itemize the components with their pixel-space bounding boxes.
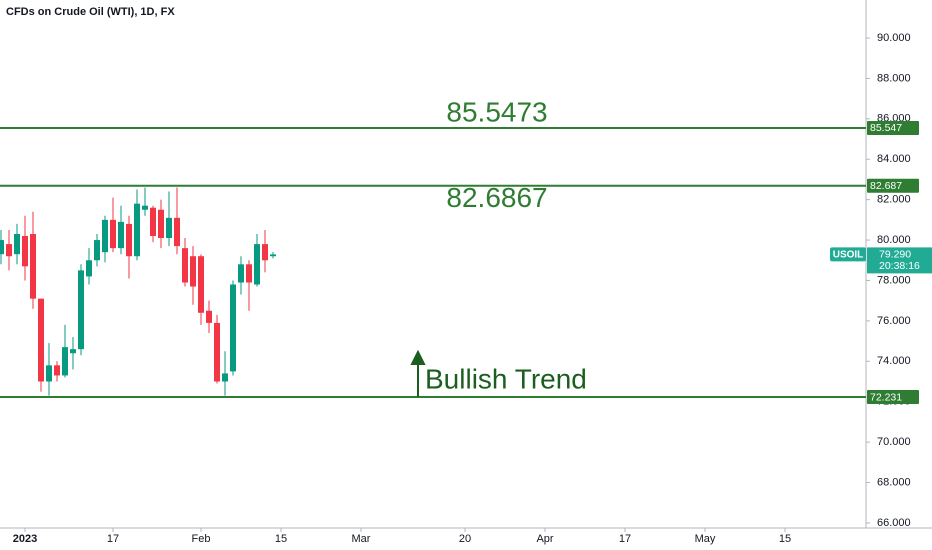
- candle-body: [78, 270, 84, 350]
- candle-body: [30, 233, 36, 299]
- candle-body: [166, 217, 172, 239]
- candle-body: [134, 203, 140, 257]
- candle-body: [198, 256, 204, 313]
- level-price-box: [867, 178, 919, 193]
- y-tick-label: 88.000: [877, 72, 911, 84]
- candle-body: [0, 240, 4, 255]
- x-tick-label: 17: [619, 533, 631, 545]
- candle-body: [22, 236, 28, 267]
- x-tick-label: Feb: [192, 533, 211, 545]
- candle-body: [206, 310, 212, 323]
- x-tick-label: Mar: [352, 533, 371, 545]
- candle-body: [62, 347, 68, 376]
- x-tick-label: Apr: [536, 533, 553, 545]
- x-tick-label: 15: [275, 533, 287, 545]
- candle-body: [270, 254, 276, 257]
- x-tick-label: 15: [779, 533, 791, 545]
- x-tick-label: 2023: [13, 533, 37, 545]
- candle-body: [46, 365, 52, 382]
- candle-body: [254, 244, 260, 285]
- y-tick-label: 70.000: [877, 436, 911, 448]
- candle-body: [6, 244, 12, 257]
- candle-body: [126, 223, 132, 257]
- y-tick-label: 66.000: [877, 517, 911, 529]
- trend-arrow: [410, 349, 426, 398]
- candle-body: [222, 373, 228, 382]
- candle-body: [102, 219, 108, 253]
- candle-body: [182, 248, 188, 283]
- level-price-box: [867, 120, 919, 135]
- candle-body: [158, 209, 164, 239]
- candle-body: [110, 219, 116, 249]
- candle-body: [150, 207, 156, 237]
- candle-body: [214, 322, 220, 382]
- y-tick-label: 76.000: [877, 315, 911, 327]
- last-price-box: [867, 247, 932, 274]
- candle-body: [38, 298, 44, 382]
- candle-body: [14, 233, 20, 255]
- candle-body: [238, 264, 244, 283]
- candle-body: [54, 365, 60, 376]
- x-tick-label: 17: [107, 533, 119, 545]
- x-tick-label: May: [695, 533, 716, 545]
- y-tick-label: 90.000: [877, 32, 911, 44]
- symbol-label: USOIL: [833, 250, 864, 261]
- level-price-label: 85.547: [870, 122, 902, 134]
- candle-body: [94, 240, 100, 261]
- y-tick-label: 80.000: [877, 234, 911, 246]
- level-annotation: 82.6867: [446, 182, 547, 213]
- chart-title: CFDs on Crude Oil (WTI), 1D, FX: [6, 6, 175, 18]
- level-price-label: 72.231: [870, 391, 902, 403]
- y-tick-label: 78.000: [877, 274, 911, 286]
- candle-body: [262, 244, 268, 261]
- candle-body: [86, 260, 92, 277]
- candle-body: [246, 264, 252, 283]
- candle-body: [174, 217, 180, 247]
- countdown-label: 20:38:16: [879, 260, 920, 272]
- symbol-box: [830, 247, 866, 262]
- y-tick-label: 84.000: [877, 153, 911, 165]
- trend-annotation: Bullish Trend: [425, 363, 587, 394]
- last-price-label: 79.290: [879, 249, 911, 261]
- candle-body: [70, 349, 76, 354]
- level-price-box: [867, 390, 919, 405]
- candle-body: [230, 284, 236, 372]
- level-price-label: 82.687: [870, 180, 902, 192]
- candle-body: [118, 221, 124, 249]
- level-annotation: 85.5473: [446, 96, 547, 127]
- y-tick-label: 68.000: [877, 476, 911, 488]
- y-tick-label: 74.000: [877, 355, 911, 367]
- x-tick-label: 20: [459, 533, 471, 545]
- candle-body: [190, 256, 196, 287]
- candle-body: [142, 205, 148, 210]
- y-tick-label: 82.000: [877, 194, 911, 206]
